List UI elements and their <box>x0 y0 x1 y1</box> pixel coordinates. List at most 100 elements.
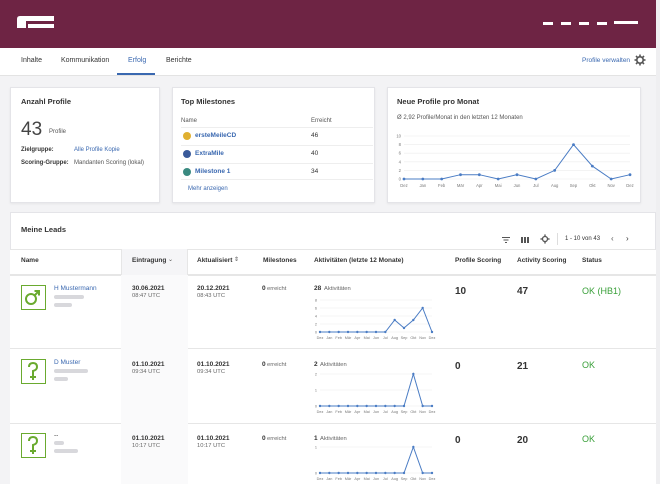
data-point <box>328 330 331 334</box>
x-tick-label: Jan <box>419 183 426 188</box>
x-tick-label: Mai <box>495 183 502 188</box>
data-point <box>346 404 350 408</box>
activity-score: 21 <box>517 361 529 372</box>
updated-time: 08:43 UTC <box>197 293 226 299</box>
redacted-text <box>54 369 88 373</box>
tab-kommunikation[interactable]: Kommunikation <box>61 57 110 64</box>
prev-page-icon[interactable]: ‹ <box>611 234 614 243</box>
profile-count-label: Profile <box>49 129 67 135</box>
top-bar <box>0 0 656 48</box>
milestone-name[interactable]: ersteMeileCD <box>195 132 237 139</box>
data-point <box>412 318 415 322</box>
settings-gear-icon[interactable] <box>540 234 550 244</box>
lead-name-link[interactable]: H Mustermann <box>54 285 97 292</box>
x-tick-label: Dez <box>429 477 436 481</box>
tab-berichte[interactable]: Berichte <box>166 57 192 64</box>
redacted-text <box>54 377 68 381</box>
table-row[interactable] <box>10 423 656 484</box>
status-badge: OK <box>582 434 596 444</box>
x-tick-label: Dez <box>429 410 436 414</box>
user-menu-placeholder[interactable] <box>543 22 607 25</box>
data-point <box>384 330 387 334</box>
gear-icon[interactable] <box>634 54 646 66</box>
milestone-row[interactable]: Milestone 1 34 <box>181 163 373 180</box>
header-milestones[interactable]: Milestones <box>263 257 297 264</box>
next-page-icon[interactable]: › <box>626 234 629 243</box>
x-tick-label: Mai <box>364 477 370 481</box>
header-activity-scoring[interactable]: Activity Scoring <box>517 257 567 264</box>
data-point <box>374 404 378 408</box>
header-status[interactable]: Status <box>582 257 602 264</box>
data-point <box>356 330 359 334</box>
header-updated[interactable]: Aktualisiert <box>197 257 233 264</box>
main-nav: Inhalte Kommunikation Erfolg Berichte Pr… <box>0 48 656 76</box>
manage-profiles-link[interactable]: Profile verwalten <box>582 57 631 64</box>
x-tick-label: Jun <box>514 183 521 188</box>
y-tick-label: 4 <box>315 315 317 319</box>
data-point <box>412 445 415 449</box>
y-tick-label: 8 <box>399 142 402 147</box>
y-tick-label: 6 <box>315 307 317 311</box>
y-tick-label: 2 <box>315 373 317 377</box>
logo-icon[interactable] <box>14 14 58 32</box>
tab-erfolg[interactable]: Erfolg <box>128 57 147 64</box>
x-tick-label: Okt <box>410 410 417 414</box>
lead-name-link[interactable]: -- <box>54 432 59 439</box>
entry-time: 10:17 UTC <box>132 443 161 449</box>
header-activities[interactable]: Aktivitäten (letzte 12 Monate) <box>314 257 404 264</box>
table-row[interactable] <box>10 348 656 423</box>
x-tick-label: Mär <box>345 477 352 481</box>
series-line <box>320 445 432 474</box>
y-tick-label: 6 <box>399 151 402 156</box>
target-group-link[interactable]: Alle Profile Kopie <box>74 147 120 153</box>
data-point <box>318 471 322 475</box>
sorted-cell-bg <box>121 423 188 484</box>
table-row[interactable] <box>10 275 656 348</box>
sort-desc-icon[interactable]: ⌄ <box>168 257 174 263</box>
x-tick-label: Mär <box>345 336 352 340</box>
milestone-name[interactable]: ExtraMile <box>195 150 224 157</box>
data-point <box>365 330 368 334</box>
data-point <box>628 173 632 177</box>
x-tick-label: Dez <box>317 477 324 481</box>
milestones-count: 0 <box>262 361 266 368</box>
columns-icon[interactable] <box>520 235 530 245</box>
y-tick-label: 2 <box>315 323 317 327</box>
x-tick-label: Jan <box>326 477 332 481</box>
x-tick-label: Aug <box>391 336 398 340</box>
lead-name-link[interactable]: D Muster <box>54 359 81 366</box>
sort-both-icon[interactable]: ⇕ <box>234 257 240 263</box>
show-more-link[interactable]: Mehr anzeigen <box>188 186 228 192</box>
header-profile-scoring[interactable]: Profile Scoring <box>455 257 502 264</box>
data-point <box>430 404 434 408</box>
y-tick-label: 0 <box>315 331 317 335</box>
data-point <box>365 471 368 475</box>
header-entry[interactable]: Eintragung <box>132 257 167 264</box>
x-tick-label: Feb <box>335 410 342 414</box>
updated-date: 01.10.2021 <box>197 435 230 442</box>
x-tick-label: Dez <box>626 183 633 188</box>
data-point <box>412 372 415 376</box>
redacted-text <box>54 295 84 299</box>
menu-icon[interactable] <box>614 21 638 24</box>
filter-icon[interactable] <box>501 235 511 245</box>
milestone-row[interactable]: ExtraMile 40 <box>181 145 373 162</box>
milestone-row[interactable]: ersteMeileCD 46 <box>181 127 373 144</box>
x-tick-label: Sep <box>570 183 578 188</box>
header-name[interactable]: Name <box>21 257 39 264</box>
data-point <box>393 404 396 408</box>
x-tick-label: Apr <box>354 477 361 481</box>
card-title: Anzahl Profile <box>21 97 72 106</box>
x-tick-label: Apr <box>354 410 361 414</box>
data-point <box>356 404 359 408</box>
x-tick-label: Jul <box>533 183 538 188</box>
x-tick-label: Jan <box>326 336 332 340</box>
tab-inhalte[interactable]: Inhalte <box>21 57 43 64</box>
entry-time: 09:34 UTC <box>132 369 161 375</box>
x-tick-label: Mär <box>457 183 465 188</box>
milestone-name[interactable]: Milestone 1 <box>195 168 231 175</box>
